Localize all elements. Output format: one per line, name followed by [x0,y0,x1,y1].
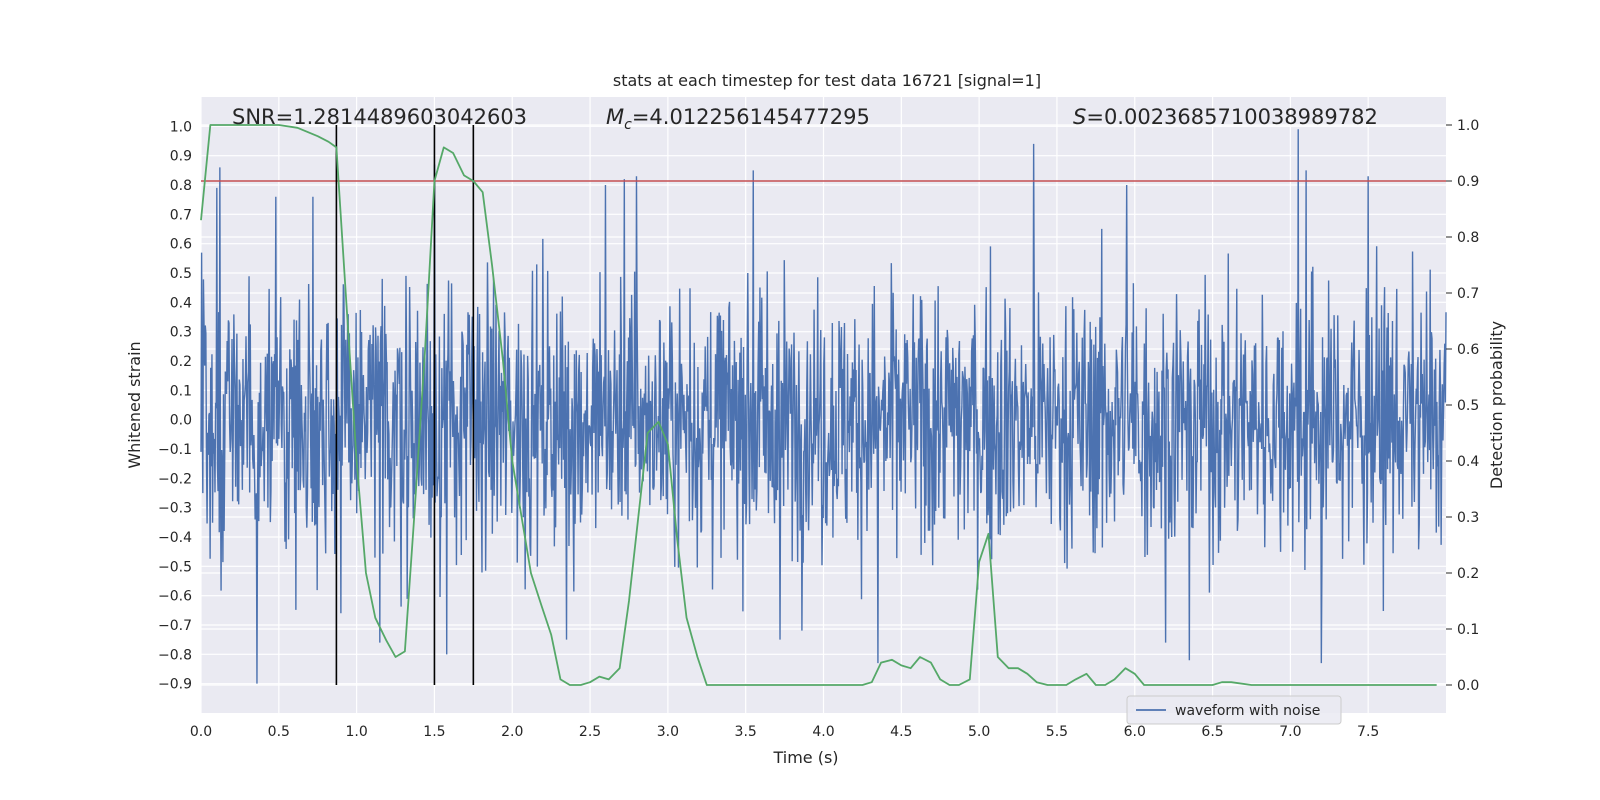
x-tick-label: 0.0 [190,724,212,740]
y-tick-label-left: 0.0 [170,413,192,429]
legend-label-waveform: waveform with noise [1175,703,1320,719]
chirp-mass-symbol: M [606,105,624,129]
x-tick-label: 5.5 [1046,724,1068,740]
x-tick-label: 7.5 [1357,724,1379,740]
x-tick-label: 3.0 [657,724,679,740]
y-tick-label-left: −0.7 [158,618,192,634]
y-tick-label-right: 0.8 [1457,230,1479,246]
y-tick-label-right: 0.3 [1457,510,1479,526]
legend-box [1126,695,1342,725]
y-tick-label-left: −0.4 [158,530,192,546]
y-tick-label-left: −0.6 [158,589,192,605]
x-tick-label: 2.0 [501,724,523,740]
x-tick-label: 3.5 [735,724,757,740]
y-tick-label-right: 0.4 [1457,454,1479,470]
detection-probability-line [200,124,1437,686]
tick-labels: 0.0 0.5 1.0 1.5 2.0 2.5 3.0 3.5 4.0 4.5 5.0 5.5 6.0 6… [158,118,1479,740]
y-tick-label-left: −0.2 [158,471,192,487]
y-tick-label-right: 0.1 [1457,622,1479,638]
x-tick-label: 6.0 [1124,724,1146,740]
y-tick-label-left: −0.5 [158,559,192,575]
s-annotation: S=0.0023685710038989782 [1073,105,1378,129]
y-tick-label-left: 0.9 [170,149,192,165]
y-tick-label-right: 1.0 [1457,118,1479,134]
detection-probability-series [200,124,1437,686]
x-tick-label: 2.5 [579,724,601,740]
y-tick-label-left: 0.4 [170,295,192,311]
y-tick-label-left: 0.3 [170,325,192,341]
y-tick-label-left: 0.7 [170,207,192,223]
y-tick-label-right: 0.2 [1457,566,1479,582]
y-axis-label-right: Detection probability [1487,321,1506,489]
vertical-markers [335,125,475,685]
y-tick-label-left: −0.1 [158,442,192,458]
x-tick-label: 0.5 [268,724,290,740]
y-tick-label-left: −0.9 [158,677,192,693]
x-axis-label: Time (s) [772,748,838,767]
snr-annotation: SNR=1.2814489603042603 [232,105,527,129]
x-tick-label: 4.5 [890,724,912,740]
y-tick-label-right: 0.7 [1457,286,1479,302]
y-tick-label-left: 1.0 [170,119,192,135]
y-tick-label-right: 0.9 [1457,174,1479,190]
y-tick-label-right: 0.6 [1457,342,1479,358]
waveform-series [200,129,1447,684]
y-tick-label-left: −0.3 [158,501,192,517]
chirp-mass-subscript: c [624,117,632,133]
x-tick-label: 6.5 [1201,724,1223,740]
chart-title: stats at each timestep for test data 167… [613,71,1041,90]
y-tick-label-left: 0.1 [170,383,192,399]
x-tick-label: 1.0 [345,724,367,740]
x-tick-label: 4.0 [812,724,834,740]
x-tick-label: 5.0 [968,724,990,740]
s-symbol: S [1073,105,1086,129]
chirp-mass-annotation: Mc=4.012256145477295 [606,105,870,133]
y-axis-label-left: Whitened strain [125,341,144,468]
y-tick-label-left: 0.6 [170,237,192,253]
y-tick-label-right: 0.0 [1457,678,1479,694]
y-tick-label-left: 0.8 [170,178,192,194]
y-tick-label-left: 0.5 [170,266,192,282]
y-tick-label-right: 0.5 [1457,398,1479,414]
x-tick-label: 7.0 [1279,724,1301,740]
y-tick-label-left: −0.8 [158,647,192,663]
s-value: =0.0023685710038989782 [1086,105,1378,129]
x-tick-label: 1.5 [423,724,445,740]
legend: waveform with noise [1126,695,1342,725]
chirp-mass-value: =4.012256145477295 [632,105,870,129]
y-tick-label-left: 0.2 [170,354,192,370]
waveform-line [200,129,1447,684]
